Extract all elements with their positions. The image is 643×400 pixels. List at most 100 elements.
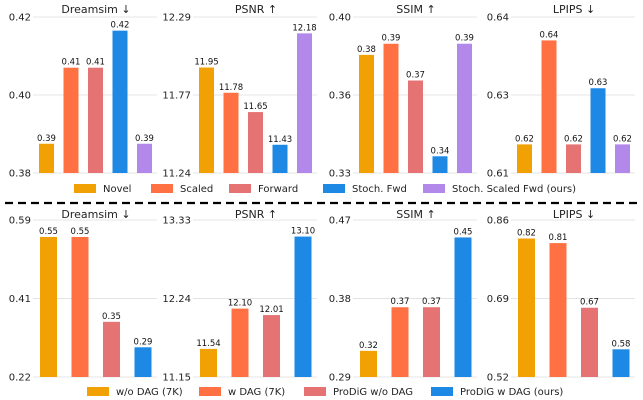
y-tick-label: 0.69 [487, 294, 509, 305]
data-label: 0.62 [564, 134, 583, 144]
data-label: 0.35 [102, 312, 121, 322]
y-tick-label: 12.29 [162, 13, 191, 24]
bar-w-o-dag-7k [518, 238, 535, 377]
data-label: 0.55 [39, 227, 58, 237]
y-tick-label: 0.63 [487, 91, 509, 102]
y-tick-label: 0.59 [9, 216, 31, 227]
data-label: 11.43 [268, 135, 292, 145]
bar-w-o-dag-7k [200, 348, 217, 377]
data-label: 0.41 [86, 58, 105, 68]
data-label: 0.39 [382, 34, 401, 44]
y-tick-label: 0.41 [9, 294, 31, 305]
data-label: 0.37 [391, 297, 410, 307]
legend-bottom: w/o DAG (7K) w DAG (7K) ProDiG w/o DAG ProD… [87, 387, 563, 398]
y-tick-label: 11.15 [162, 373, 191, 384]
data-label: 11.54 [196, 339, 220, 349]
bar-prodig-w-dag-ours [294, 236, 312, 377]
bar-scaled [223, 92, 239, 173]
panel-1-0: 0.220.410.59 Dreamsim ↓0.55 0.550.350.29 [9, 208, 157, 384]
y-tick-label: 0.64 [487, 13, 509, 24]
bar-novel [199, 67, 214, 173]
bar-novel [359, 54, 374, 174]
data-label: 0.45 [454, 227, 473, 237]
legend-swatch [323, 184, 345, 193]
y-tick-label: 0.22 [9, 373, 31, 384]
legend-swatch [151, 184, 173, 193]
bar-prodig-w-dag-ours [612, 349, 630, 377]
panel-title: Dreamsim ↓ [61, 3, 130, 16]
panel-0-0: 0.38 0.40 0.42 Dreamsim ↓ 0.39 0.41 0.41 0.42 0.… [9, 3, 157, 180]
data-label: 0.63 [589, 78, 608, 88]
data-label: 0.62 [613, 134, 632, 144]
data-label: 0.38 [357, 45, 376, 55]
panel-title: PSNR ↑ [235, 3, 277, 16]
y-tick-label: 0.36 [329, 91, 351, 102]
data-label: 0.55 [71, 227, 90, 237]
y-tick-label: 0.40 [329, 13, 351, 24]
bar-prodig-w-o-dag [103, 321, 120, 377]
panel-1-1: 11.15 12.24 13.33 PSNR ↑ 11.54 12.10 12.01 13.1… [162, 208, 317, 384]
y-tick-label: 0.61 [487, 169, 509, 180]
data-label: 0.39 [37, 134, 56, 144]
data-label: 0.39 [135, 134, 154, 144]
bar-scaled [63, 67, 79, 173]
y-tick-label: 0.38 [329, 294, 351, 305]
legend-swatch [423, 184, 445, 193]
y-tick-label: 0.52 [487, 373, 509, 384]
data-label: 12.18 [292, 23, 316, 33]
data-label: 0.39 [455, 34, 474, 44]
y-tick-label: 0.42 [9, 13, 31, 24]
bar-novel [517, 144, 532, 173]
legend-swatch [87, 387, 109, 396]
data-label: 0.29 [134, 337, 153, 347]
data-label: 12.10 [228, 299, 252, 309]
data-label: 11.95 [194, 58, 218, 68]
chart-panels: 0.38 0.40 0.42 Dreamsim ↓ 0.39 0.41 0.41 0.42 0.… [9, 3, 635, 384]
bar-w-dag-7k [549, 243, 567, 377]
y-tick-label: 11.77 [162, 91, 191, 102]
bar-prodig-w-dag-ours [134, 347, 152, 377]
bar-forward [566, 144, 581, 173]
data-label: 0.37 [406, 71, 425, 81]
panel-0-3: 0.61 0.63 0.64 LPIPS ↓ 0.62 0.64 0.62 0.63 0.62 [487, 3, 635, 180]
bar-stoch-scaled-fwd-ours [297, 33, 312, 173]
data-label: 11.65 [243, 102, 267, 112]
bar-forward [248, 112, 263, 173]
bar-stoch-scaled-fwd-ours [457, 43, 472, 173]
data-label: 0.58 [612, 339, 631, 349]
legend-label: Stoch. Fwd [352, 184, 407, 195]
data-label: 0.34 [431, 146, 450, 156]
y-tick-label: 0.38 [9, 169, 31, 180]
legend-label: Forward [258, 184, 298, 195]
data-label: 0.42 [111, 21, 130, 31]
bar-stoch-fwd [272, 144, 288, 173]
data-label: 0.32 [359, 341, 378, 351]
legend-top: Novel Scaled Forward Stoch. Fwd Stoch. Scale… [74, 184, 576, 195]
bar-prodig-w-o-dag [581, 307, 598, 377]
data-label: 0.82 [517, 228, 536, 238]
legend-label: Novel [103, 184, 131, 195]
y-tick-label: 0.47 [329, 216, 351, 227]
bar-forward [88, 67, 103, 173]
data-label: 0.81 [549, 233, 568, 243]
bar-w-o-dag-7k [40, 236, 57, 377]
y-tick-label: 11.24 [162, 169, 191, 180]
y-tick-label: 12.24 [162, 294, 191, 305]
bar-prodig-w-o-dag [263, 315, 280, 377]
y-tick-label: 13.33 [162, 216, 191, 227]
panel-title: LPIPS ↓ [553, 208, 595, 221]
bar-stoch-fwd [590, 88, 606, 173]
bar-stoch-fwd [112, 30, 128, 174]
legend-label: ProDiG w DAG (ours) [460, 387, 563, 398]
bar-w-o-dag-7k [360, 350, 377, 377]
panel-title: PSNR ↑ [235, 208, 277, 221]
panel-title: Dreamsim ↓ [61, 208, 130, 221]
bar-novel [39, 143, 54, 173]
bar-scaled [541, 40, 557, 174]
legend-swatch [199, 387, 221, 396]
bar-scaled [383, 43, 399, 173]
bar-w-dag-7k [231, 308, 249, 377]
bar-stoch-scaled-fwd-ours [137, 143, 152, 173]
legend-swatch [229, 184, 251, 193]
